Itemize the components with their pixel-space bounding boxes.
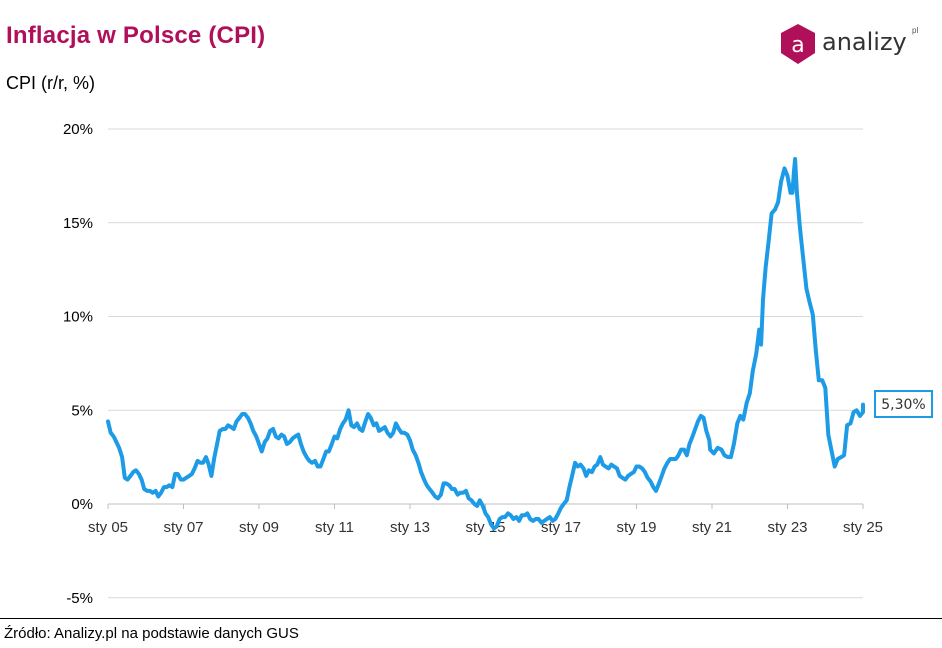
x-tick-label: sty 17	[541, 519, 581, 536]
y-tick-label: -5%	[66, 590, 93, 607]
y-tick-label: 15%	[63, 215, 93, 232]
source-note: Źródło: Analizy.pl na podstawie danych G…	[4, 625, 299, 642]
logo-superscript: pl	[912, 26, 919, 35]
x-tick-label: sty 13	[390, 519, 430, 536]
x-tick-label: sty 21	[692, 519, 732, 536]
analizy-logo-icon: a	[781, 24, 815, 64]
y-tick-label: 10%	[63, 309, 93, 326]
chart-title: Inflacja w Polsce (CPI)	[6, 22, 266, 49]
x-tick-label: sty 05	[88, 519, 128, 536]
x-tick-label: sty 11	[315, 519, 354, 536]
y-tick-label: 20%	[63, 121, 93, 138]
x-tick-label: sty 19	[616, 519, 656, 536]
y-tick-label: 0%	[71, 496, 93, 513]
callout-label: 5,30%	[881, 397, 925, 413]
last-value-callout: 5,30%	[874, 390, 933, 418]
svg-text:a: a	[791, 33, 804, 58]
x-tick-label: sty 23	[767, 519, 807, 536]
y-axis-label: CPI (r/r, %)	[6, 73, 95, 93]
x-tick-label: sty 15	[465, 519, 505, 536]
y-tick-labels: -5% 0% 5% 10% 15% 20%	[63, 121, 93, 607]
x-tick-label: sty 25	[843, 519, 883, 536]
y-tick-label: 5%	[71, 402, 93, 419]
footer-rule	[0, 618, 942, 619]
x-tick-labels: sty 05 sty 07 sty 09 sty 11 sty 13 sty 15 sty …	[88, 503, 883, 536]
cpi-series-line	[106, 157, 865, 531]
x-tick-label: sty 07	[163, 519, 203, 536]
analizy-logo: a analizy pl	[778, 22, 928, 68]
x-tick-label: sty 09	[239, 519, 279, 536]
logo-text: analizy	[822, 28, 907, 56]
